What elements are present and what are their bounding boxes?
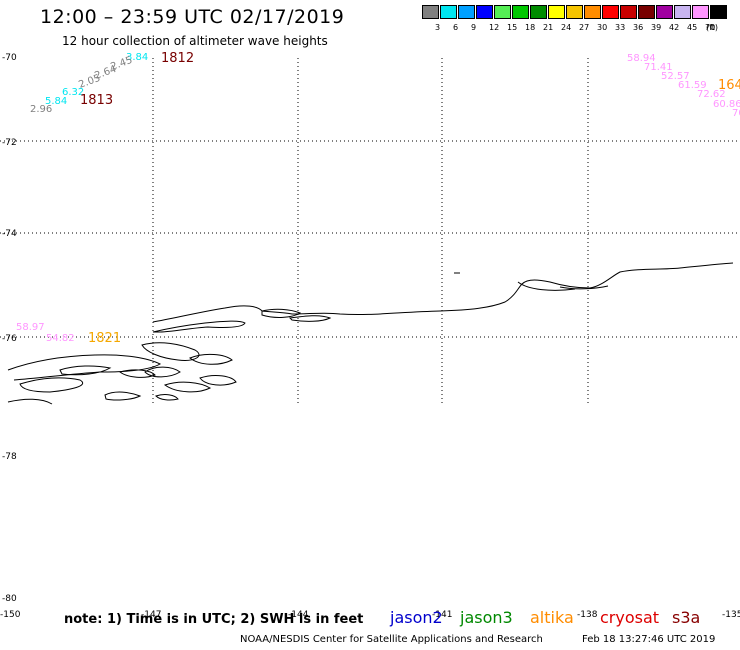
- wave-label: 3.84: [126, 52, 148, 63]
- legend-label: 39: [651, 23, 662, 32]
- legend-unit: (ft): [706, 23, 719, 32]
- legend-label: 36: [633, 23, 644, 32]
- legend-swatch: [512, 5, 529, 19]
- legend-label: 18: [525, 23, 536, 32]
- wave-label: 71.41: [644, 62, 673, 73]
- legend-label: 3: [435, 23, 441, 32]
- time-label: 1821: [88, 331, 121, 346]
- legend-label: 27: [579, 23, 590, 32]
- legend-label: 6: [453, 23, 459, 32]
- legend-swatch: [476, 5, 493, 19]
- satellite-altika: altika: [530, 608, 574, 627]
- legend-swatch: [692, 5, 709, 19]
- lon-label: -135: [722, 610, 740, 620]
- wave-label: 61.59: [678, 80, 707, 91]
- legend-label: 24: [561, 23, 572, 32]
- wave-label: 58.94: [627, 53, 656, 64]
- time-label: 1812: [161, 51, 194, 66]
- time-label: 1813: [80, 93, 113, 108]
- lon-label: -150: [0, 610, 21, 620]
- legend-swatch: [548, 5, 565, 19]
- time-label: 164: [718, 78, 740, 93]
- lat-label: -72: [2, 138, 17, 148]
- legend-swatch: [620, 5, 637, 19]
- longitude-labels: -150 -147 -144 -141 -138 -135: [0, 610, 740, 620]
- legend-swatch: [458, 5, 475, 19]
- wave-label: 52.57: [661, 71, 690, 82]
- page-title: 12:00 – 23:59 UTC 02/17/2019: [40, 6, 345, 28]
- legend-label: 45: [687, 23, 698, 32]
- legend-swatch: [422, 5, 439, 19]
- legend-swatch: [584, 5, 601, 19]
- legend-swatch: [674, 5, 691, 19]
- legend-swatch: [566, 5, 583, 19]
- legend-label: 9: [471, 23, 477, 32]
- legend-swatch: [638, 5, 655, 19]
- wave-label: 6.32: [62, 87, 84, 98]
- wave-label: 2.96: [30, 104, 52, 115]
- lat-label: -78: [2, 452, 17, 462]
- lon-label: -138: [577, 610, 598, 620]
- wave-label: 72.62: [697, 89, 726, 100]
- legend-label: 12: [489, 23, 500, 32]
- legend-swatch: [494, 5, 511, 19]
- wave-label: 58.97: [16, 322, 45, 333]
- lat-label: -74: [2, 229, 17, 239]
- wave-label: 70: [732, 108, 740, 119]
- wave-label: 54.82: [46, 333, 75, 344]
- lat-label: -80: [2, 594, 17, 604]
- track-left-upper: 3.84 2.45 2.64 2.05 6.32 5.84 2.96 1812 …: [30, 51, 194, 115]
- legend-label: 33: [615, 23, 626, 32]
- lon-label: -141: [432, 610, 452, 620]
- legend-label: 21: [543, 23, 554, 32]
- timestamp-text: Feb 18 13:27:46 UTC 2019: [582, 634, 716, 645]
- legend-swatch: [656, 5, 673, 19]
- page-subtitle: 12 hour collection of altimeter wave hei…: [62, 34, 328, 48]
- lon-label: -144: [288, 610, 309, 620]
- legend-swatch: [530, 5, 547, 19]
- lat-label: -76: [2, 334, 17, 344]
- track-right: 58.94 71.41 52.57 61.59 72.62 60.86 70 1…: [627, 53, 740, 119]
- footer-note: note: 1) Time is in UTC; 2) SWH is in fe…: [64, 612, 364, 627]
- satellite-s3a: s3a: [672, 608, 701, 627]
- wave-label: 5.84: [45, 96, 67, 107]
- legend-label: 15: [507, 23, 518, 32]
- satellite-cryosat: cryosat: [600, 608, 660, 627]
- graticule: [0, 58, 740, 406]
- legend-label: 42: [669, 23, 680, 32]
- coastline: [7, 262, 734, 405]
- credit-text: NOAA/NESDIS Center for Satellite Applica…: [240, 634, 543, 645]
- legend-swatch: [602, 5, 619, 19]
- satellite-jason3: jason3: [460, 608, 513, 627]
- satellite-jason2: jason2: [390, 608, 443, 627]
- wave-label: 60.86: [713, 99, 740, 110]
- legend-swatch: [710, 5, 727, 19]
- legend-label: 70: [705, 23, 716, 32]
- latitude-labels: -70 -72 -74 -76 -78 -80: [2, 53, 17, 604]
- track-left-lower: 58.97 54.82 1821: [16, 322, 121, 346]
- lon-label: -147: [141, 610, 161, 620]
- legend-swatch: [440, 5, 457, 19]
- legend-label: 30: [597, 23, 608, 32]
- lat-label: -70: [2, 53, 17, 63]
